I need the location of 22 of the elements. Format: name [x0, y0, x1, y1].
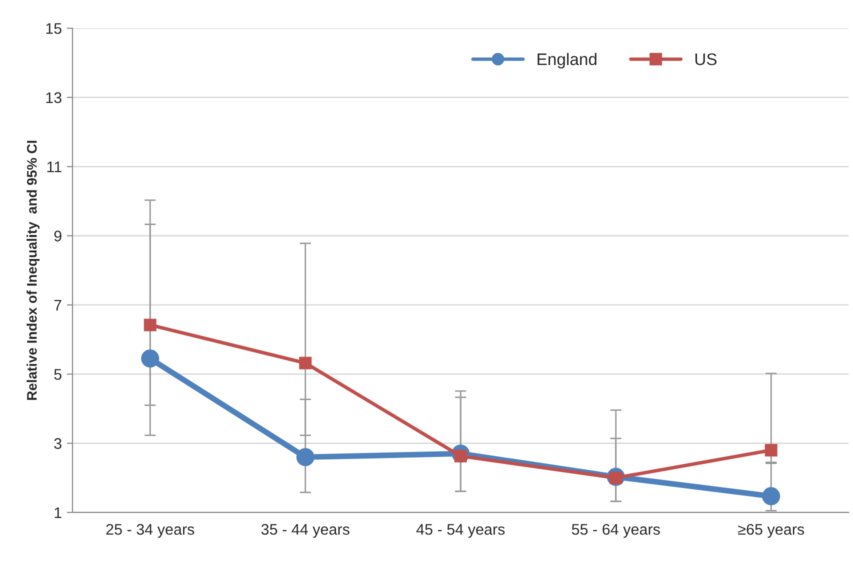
y-tick-label: 15 — [46, 23, 62, 34]
y-tick-label: 3 — [54, 438, 62, 449]
y-tick-label: 11 — [47, 162, 62, 172]
point — [141, 350, 160, 368]
x-tick-label: 35 - 44 years — [261, 524, 350, 538]
y-tick-label: 7 — [54, 300, 62, 310]
legend-label: England — [538, 52, 596, 68]
y-tick-label: 9 — [54, 230, 62, 242]
y-tick-label: 5 — [54, 369, 62, 380]
x-tick-label: 25 - 34 years — [106, 524, 194, 538]
point — [296, 448, 314, 466]
point — [762, 487, 780, 506]
legend-label: US — [695, 53, 717, 66]
y-tick-label: 13 — [46, 92, 62, 104]
x-tick-label: ≥65 years — [738, 524, 804, 538]
x-tick-label: 55 - 64 years — [572, 524, 660, 538]
point — [299, 356, 312, 370]
point — [764, 444, 778, 456]
point — [144, 318, 156, 332]
y-axis-title: Relative Index of Inequality and 95% CI — [26, 140, 40, 400]
y-tick-label: 1 — [54, 507, 62, 518]
x-tick-label: 45 - 54 years — [416, 524, 505, 538]
